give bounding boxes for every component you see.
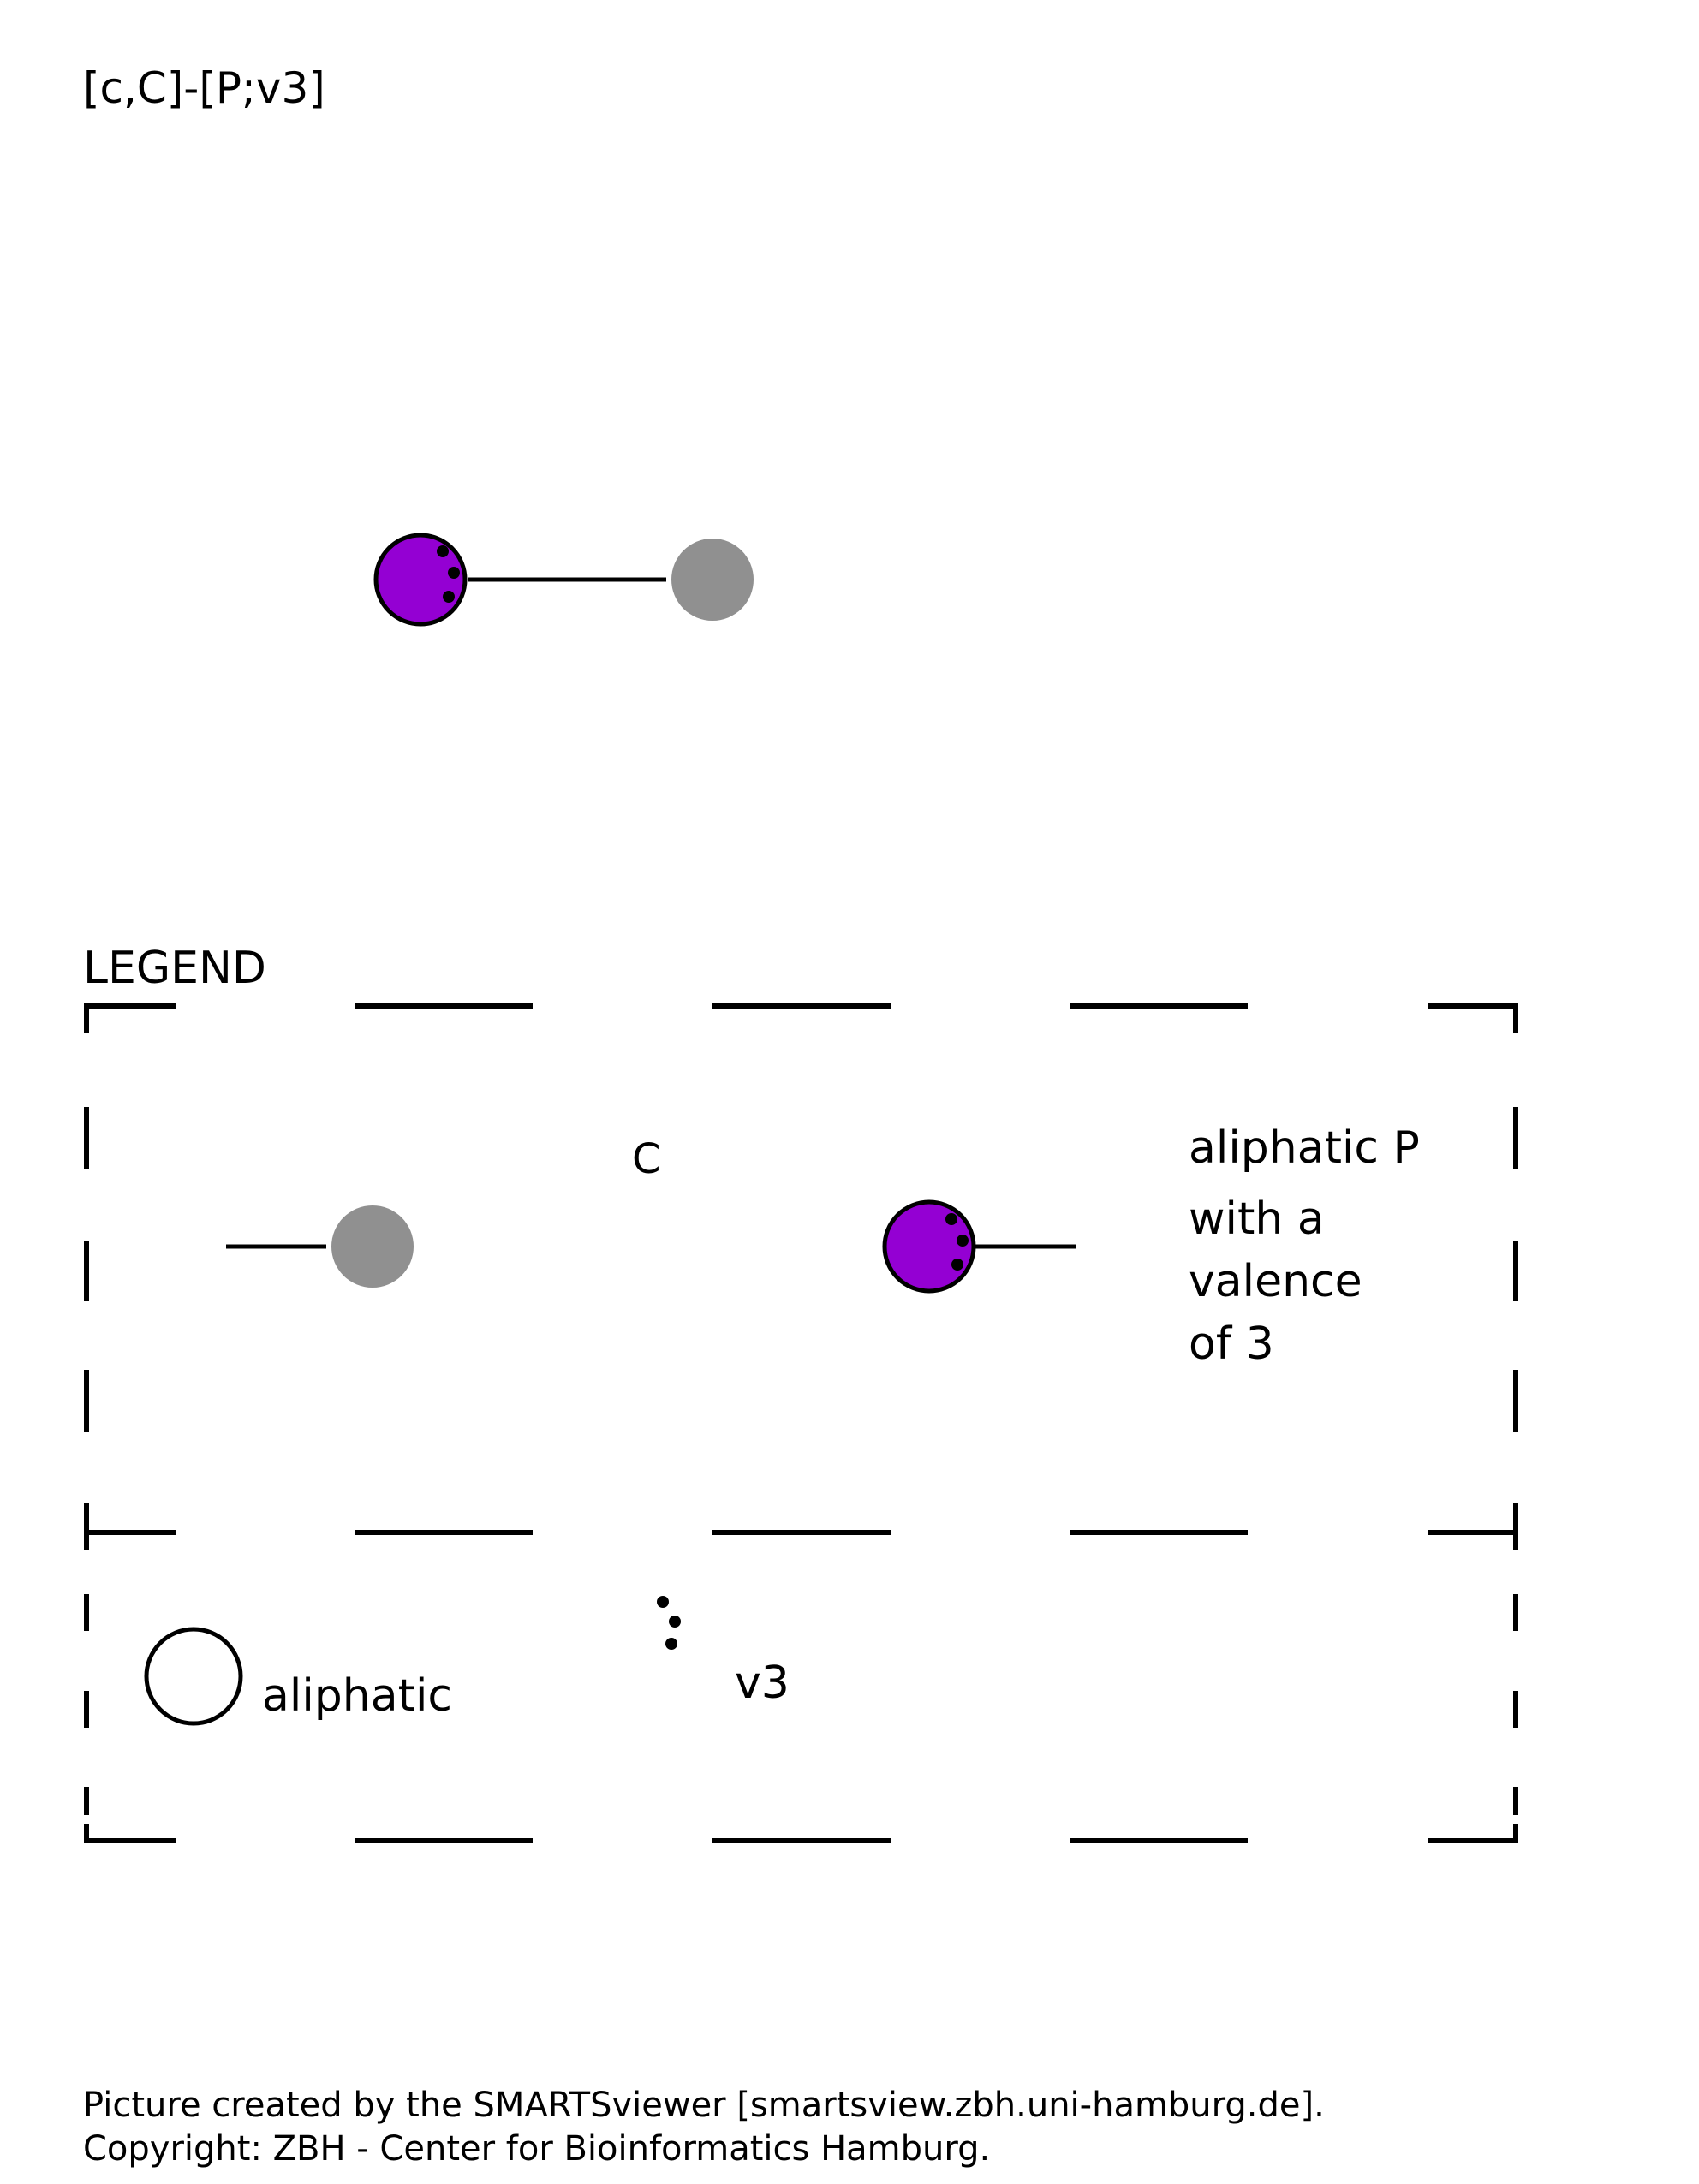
footer-copyright: Copyright: ZBH - Center for Bioinformati… xyxy=(83,2129,990,2169)
aliphatic-circle-icon xyxy=(144,1627,243,1726)
legend-carbon-entry: C xyxy=(226,1135,661,1288)
carbon-atom xyxy=(671,539,754,621)
legend-aliphatic-label: aliphatic xyxy=(262,1670,452,1722)
legend-phosphorus-entry: aliphatic P with a valence of 3 xyxy=(882,1122,1420,1370)
molecule-depiction xyxy=(373,533,754,627)
legend-carbon-label: C xyxy=(632,1135,661,1183)
valence-dots-legend-icon xyxy=(657,1596,681,1650)
legend-box-bottom xyxy=(84,1594,1518,1843)
legend-valence-dots-icon xyxy=(945,1213,969,1271)
legend-aliphatic-entry: aliphatic xyxy=(144,1627,452,1726)
legend-valence-entry: v3 xyxy=(657,1596,790,1709)
legend-valence-label: v3 xyxy=(735,1657,790,1709)
legend-phosphorus-label-2: with a xyxy=(1189,1193,1325,1245)
legend-box-top xyxy=(84,1003,1518,1550)
legend-phosphorus-label-4: of 3 xyxy=(1189,1318,1274,1370)
legend-carbon-atom xyxy=(331,1205,414,1288)
footer-credit: Picture created by the SMARTSviewer [sma… xyxy=(83,2086,1325,2125)
legend-phosphorus-atom xyxy=(882,1199,976,1294)
phosphorus-atom xyxy=(373,533,468,627)
smarts-pattern-title: [c,C]-[P;v3] xyxy=(83,63,325,113)
valence-dots-icon xyxy=(437,545,460,603)
legend-phosphorus-label-3: valence xyxy=(1189,1256,1362,1307)
legend-phosphorus-label-1: aliphatic P xyxy=(1189,1122,1420,1174)
legend-title: LEGEND xyxy=(83,943,266,994)
